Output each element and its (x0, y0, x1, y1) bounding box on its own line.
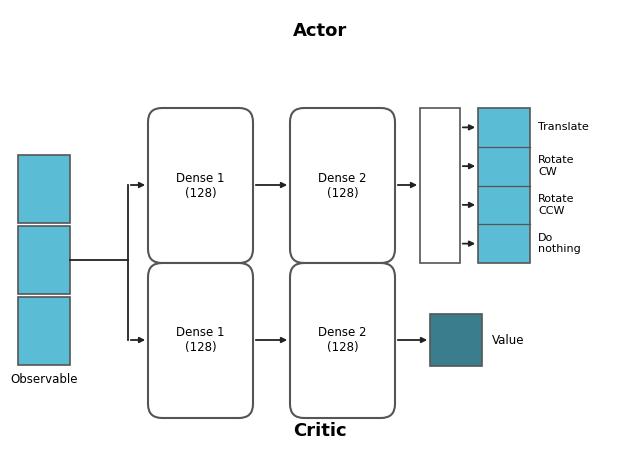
Text: Dense 1
(128): Dense 1 (128) (176, 172, 225, 199)
Text: Critic: Critic (293, 422, 347, 440)
Text: Rotate
CCW: Rotate CCW (538, 194, 575, 216)
Text: Do
nothing: Do nothing (538, 233, 580, 254)
Text: Actor: Actor (293, 22, 347, 40)
Bar (478, 108, 530, 263)
Text: Rotate
CW: Rotate CW (538, 155, 575, 177)
Bar (430, 314, 482, 366)
Text: Dense 2
(128): Dense 2 (128) (318, 327, 367, 354)
FancyBboxPatch shape (290, 263, 395, 418)
Text: Value: Value (492, 334, 525, 347)
Text: Observable: Observable (10, 373, 77, 386)
FancyBboxPatch shape (148, 108, 253, 263)
FancyBboxPatch shape (290, 108, 395, 263)
Bar (420, 108, 460, 263)
Text: Dense 2
(128): Dense 2 (128) (318, 172, 367, 199)
Bar (18, 226, 70, 294)
FancyBboxPatch shape (148, 263, 253, 418)
Bar (18, 297, 70, 365)
Text: Dense 1
(128): Dense 1 (128) (176, 327, 225, 354)
Text: Translate: Translate (538, 122, 589, 132)
Bar (18, 155, 70, 223)
